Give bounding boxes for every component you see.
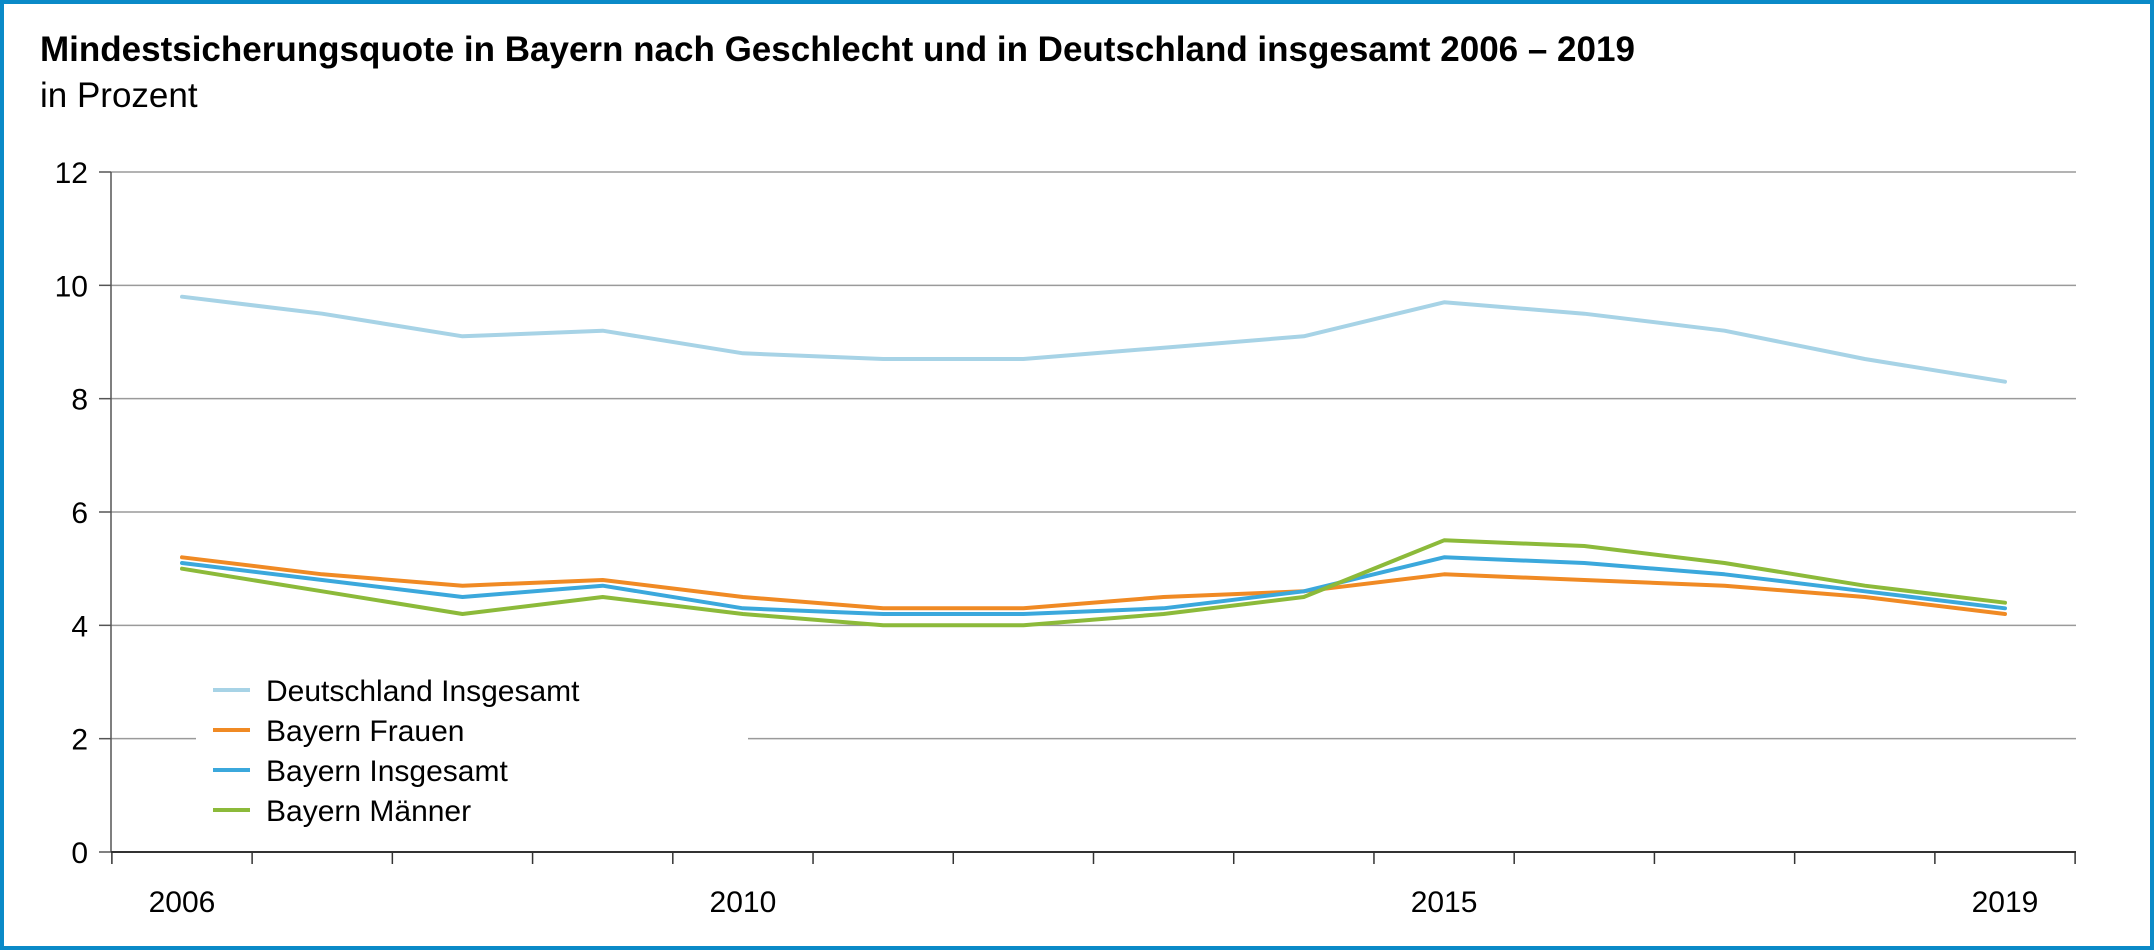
series-line-1 [180,555,2007,616]
series-layer [180,294,2007,628]
legend-label-0: Deutschland Insgesamt [266,675,580,708]
chart-title: Mindestsicherungsquote in Bayern nach Ge… [40,30,1635,69]
x-tick-label-2010: 2010 [710,886,777,919]
series-line-2 [180,555,2007,616]
y-tick-label-0: 0 [71,837,88,870]
x-tick-label-2015: 2015 [1411,886,1478,919]
legend-label-2: Bayern Insgesamt [266,755,508,788]
y-tick-label-10: 10 [55,270,88,303]
y-tick-label-6: 6 [71,497,88,530]
y-tick-label-2: 2 [71,724,88,757]
y-tick-label-12: 12 [55,157,88,190]
legend: Deutschland Insgesamt Bayern Frauen Bayern… [213,675,580,828]
x-tick-label-2006: 2006 [149,886,216,919]
y-tick-label-4: 4 [71,610,88,643]
grid-layer [111,171,2076,740]
series-line-3 [180,538,2007,628]
y-tick-label-8: 8 [71,384,88,417]
legend-label-3: Bayern Männer [266,795,471,828]
legend-label-1: Bayern Frauen [266,715,464,748]
series-line-0 [180,294,2007,384]
axis-layer: 0 2 4 6 8 10 12 2006 2010 2015 2019 [55,157,2076,919]
x-tick-label-2019: 2019 [1972,886,2039,919]
chart-subtitle: in Prozent [40,76,198,115]
